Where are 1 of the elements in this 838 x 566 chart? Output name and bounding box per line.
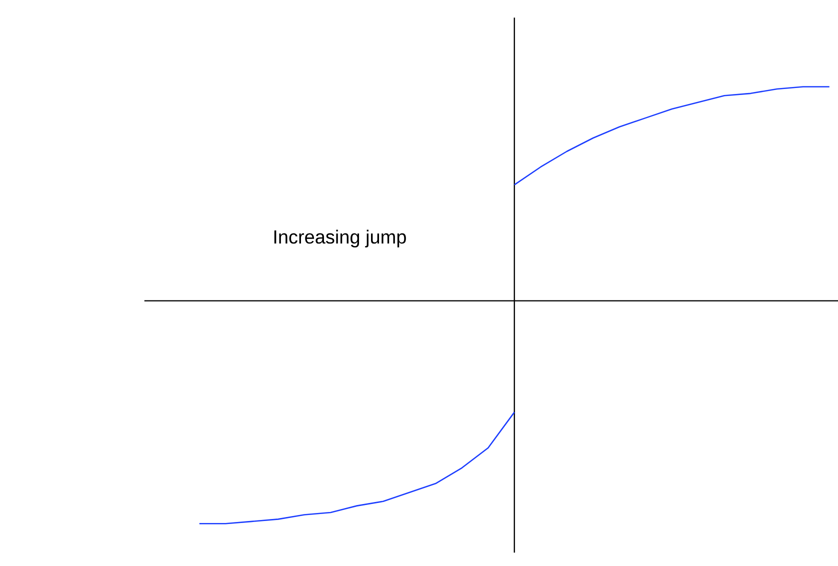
annotation: Increasing jump (274, 230, 406, 248)
